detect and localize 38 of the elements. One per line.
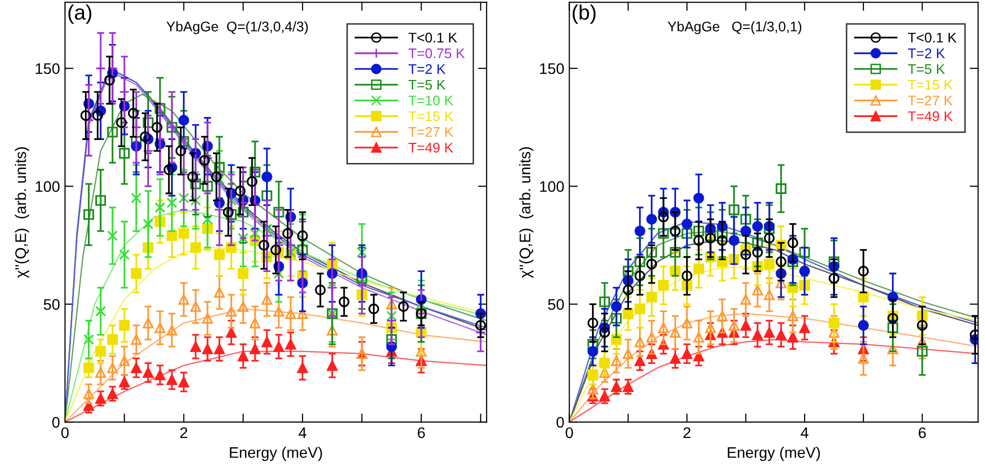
x-axis-title: Energy (meV) — [230, 446, 322, 461]
x-tick-label: 2 — [180, 427, 188, 438]
y-tick-label: 50 — [44, 299, 60, 310]
legend-label: T=49 K — [408, 142, 454, 153]
y-axis-title: χ''(Q,E) (arb. units) — [519, 147, 534, 278]
legend-label: T=2 K — [908, 48, 945, 58]
y-tick-label: 100 — [36, 181, 60, 192]
y-tick-label: 150 — [540, 63, 564, 74]
legend-label: T=5 K — [908, 64, 945, 74]
y-tick-label: 150 — [36, 63, 60, 74]
x-tick-label: 6 — [918, 427, 926, 438]
y-tick-label: 0 — [556, 416, 564, 428]
x-tick-label: 0 — [61, 427, 69, 438]
chart-title: (a) — [68, 4, 92, 24]
legend-label: T=5 K — [408, 80, 446, 90]
legend-label: T=10 K — [408, 96, 454, 106]
legend-label: T=27 K — [908, 96, 953, 106]
text: YbAgGe Q=(1/3,0,1) — [668, 21, 802, 34]
legend-label: T=0.75 K — [408, 48, 465, 58]
legend-label: T=27 K — [408, 127, 454, 137]
x-tick-label: 0 — [566, 427, 573, 438]
x-tick-label: 4 — [298, 427, 306, 438]
legend-label: T=15 K — [908, 80, 953, 90]
legend-label: T=15 K — [408, 111, 454, 122]
legend-label: T=49 K — [908, 111, 953, 122]
y-tick-label: 100 — [540, 181, 564, 192]
chart-title: (b) — [572, 4, 596, 24]
legend-label: T<0.1 K — [408, 32, 458, 43]
x-tick-label: 2 — [683, 427, 690, 438]
y-tick-label: 50 — [548, 299, 564, 310]
x-tick-label: 6 — [418, 427, 425, 438]
legend-label: T<0.1 K — [908, 32, 957, 43]
legend-label: T=2 K — [408, 64, 446, 74]
y-axis-title: χ''(Q,E) (arb. units) — [14, 147, 30, 278]
text: YbAgGe Q=(1/3,0,4/3) — [166, 21, 308, 34]
x-axis-title: Energy (meV) — [728, 446, 820, 461]
y-tick-label: 0 — [52, 416, 60, 428]
x-tick-label: 4 — [800, 427, 808, 438]
